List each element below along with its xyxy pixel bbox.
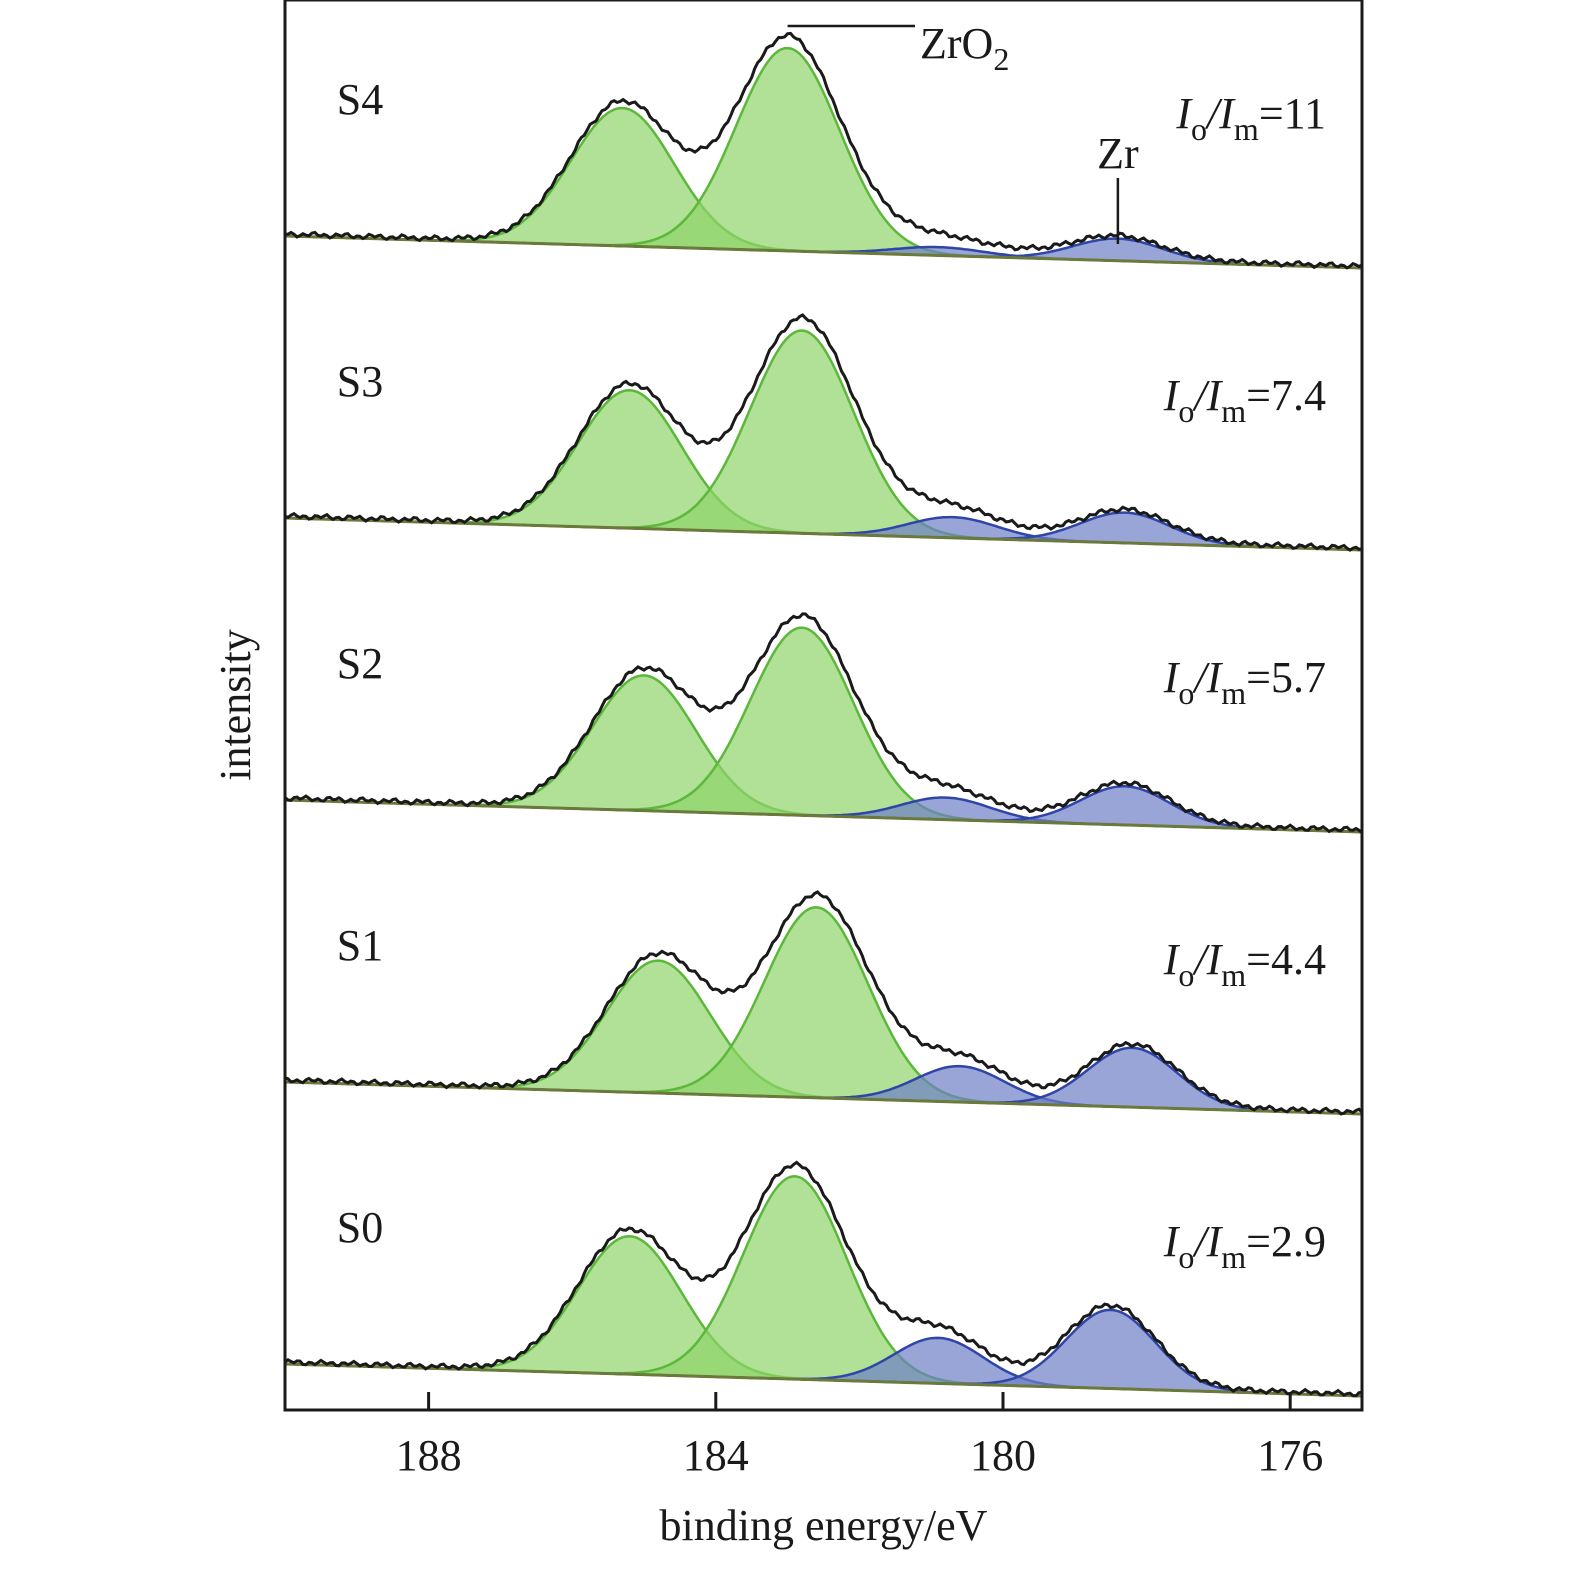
spectrum-s4 <box>284 31 1363 270</box>
sample-label-s1: S1 <box>337 921 383 970</box>
spectrum-s3 <box>284 313 1363 552</box>
labels-layer: S0 Io/Im=2.9 S1 Io/Im=4.4 S2 Io/Im=5.7 S3 Io/Im… <box>337 19 1326 1275</box>
plot-frame <box>283 0 1364 1412</box>
peak-zro2-2 <box>284 1175 1363 1398</box>
x-tick-label-176: 176 <box>1257 1431 1323 1480</box>
spectrum-s2 <box>283 612 1363 834</box>
spectra-layer <box>283 31 1364 1398</box>
baseline <box>284 1080 1363 1116</box>
measured-envelope <box>284 1160 1363 1398</box>
y-axis-title: intensity <box>211 629 260 781</box>
measured-envelope <box>283 612 1363 834</box>
baseline <box>284 234 1363 270</box>
baseline <box>284 1362 1363 1398</box>
ratio-label-s3: Io/Im=7.4 <box>1163 371 1326 429</box>
peak-zro2-2 <box>284 329 1363 552</box>
sample-label-s4: S4 <box>337 75 383 124</box>
ratio-label-s2: Io/Im=5.7 <box>1163 653 1326 711</box>
x-tick-label-188: 188 <box>396 1431 462 1480</box>
measured-envelope <box>285 31 1363 270</box>
sample-label-s0: S0 <box>337 1203 383 1252</box>
annotation-zr: Zr <box>1097 129 1139 178</box>
axes-layer: 188 184 180 176 <box>396 1392 1323 1480</box>
x-axis-title: binding energy/eV <box>660 1501 988 1550</box>
sample-label-s2: S2 <box>337 639 383 688</box>
spectrum-s1 <box>284 890 1364 1116</box>
sample-label-s3: S3 <box>337 357 383 406</box>
measured-envelope <box>284 313 1363 552</box>
ratio-label-s4: Io/Im=11 <box>1175 89 1326 147</box>
measured-envelope <box>284 890 1364 1116</box>
ratio-label-s1: Io/Im=4.4 <box>1163 935 1326 993</box>
annotation-zro2: ZrO2 <box>920 19 1009 77</box>
x-tick-label-180: 180 <box>970 1431 1036 1480</box>
ratio-label-s0: Io/Im=2.9 <box>1163 1217 1326 1275</box>
x-tick-label-184: 184 <box>683 1431 749 1480</box>
spectrum-s0 <box>284 1160 1363 1398</box>
